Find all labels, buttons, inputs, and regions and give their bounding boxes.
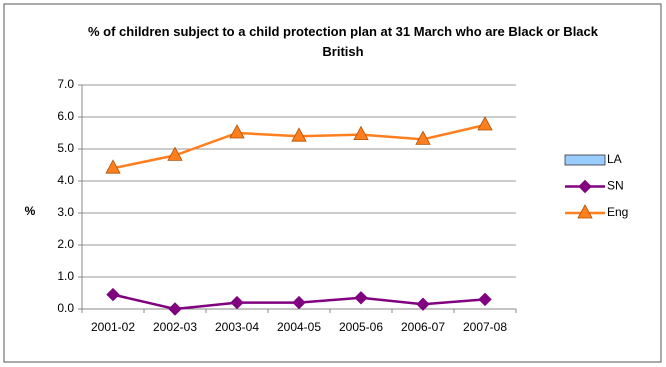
y-tick-label: 5.0 (57, 141, 74, 155)
diamond-marker (416, 297, 430, 311)
x-tick-label: 2007-08 (463, 320, 507, 334)
chart-title: % of children subject to a child protect… (87, 24, 598, 59)
triangle-marker (291, 127, 307, 142)
y-tick-label: 6.0 (57, 109, 74, 123)
x-tick-label: 2005-06 (339, 320, 383, 334)
triangle-marker (353, 125, 369, 140)
x-tick-label: 2004-05 (277, 320, 321, 334)
triangle-marker (415, 130, 431, 145)
y-tick-label: 1.0 (57, 269, 74, 283)
legend-label: SN (607, 179, 624, 193)
y-axis-label: % (25, 204, 36, 218)
x-tick-label: 2001-02 (91, 320, 135, 334)
y-tick-label: 0.0 (57, 301, 74, 315)
y-tick-label: 2.0 (57, 237, 74, 251)
diamond-marker (106, 287, 120, 302)
y-tick-label: 4.0 (57, 173, 74, 187)
diamond-marker (168, 302, 182, 316)
triangle-marker (167, 146, 183, 161)
x-tick-label: 2002-03 (153, 320, 197, 334)
diamond-marker (230, 295, 244, 310)
triangle-marker (577, 204, 593, 219)
legend-label: LA (607, 152, 622, 166)
chart-border (3, 3, 662, 363)
legend-swatch (564, 154, 606, 166)
legend-label: Eng (607, 205, 628, 219)
x-tick-label: 2003-04 (215, 320, 259, 334)
x-tick-label: 2006-07 (401, 320, 445, 334)
y-tick-label: 3.0 (57, 205, 74, 219)
y-tick-label: 7.0 (57, 77, 74, 91)
diamond-marker (354, 291, 368, 305)
triangle-marker (105, 159, 121, 174)
triangle-marker (477, 116, 493, 131)
diamond-marker (292, 295, 306, 310)
diamond-marker (478, 292, 492, 307)
triangle-marker (229, 124, 245, 139)
diamond-marker (578, 179, 592, 194)
